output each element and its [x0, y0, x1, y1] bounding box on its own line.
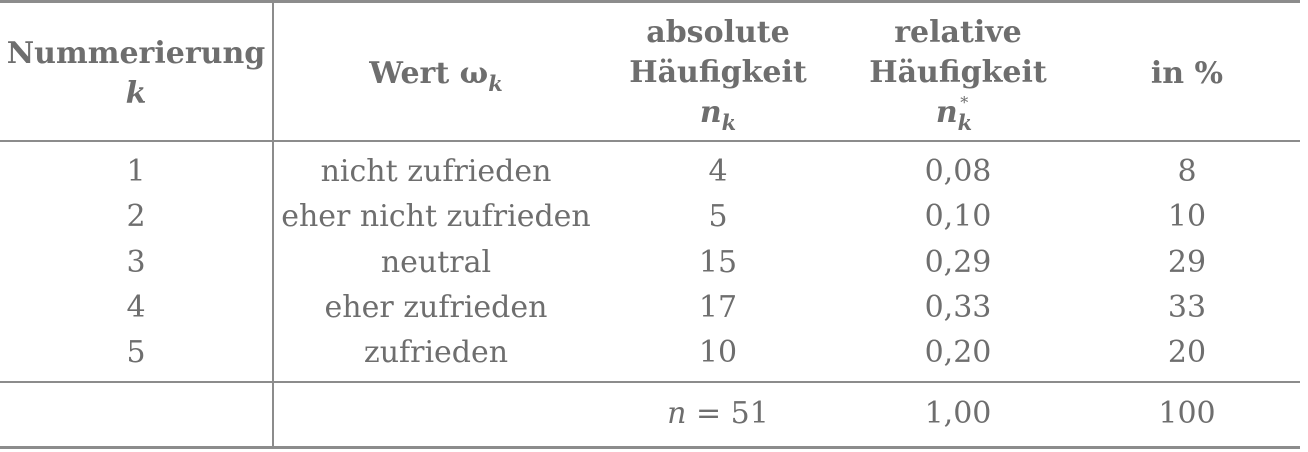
cell-relative: 0,10 [924, 199, 992, 234]
cell-k: 4 [126, 290, 146, 325]
total-percent: 100 [1158, 396, 1216, 431]
totals-rule [0, 381, 1300, 383]
cell-relative: 0,08 [924, 154, 992, 189]
header-relative-label: relative [894, 15, 1022, 50]
cell-k: 1 [126, 154, 146, 189]
total-n: n = 51 [598, 391, 838, 436]
cell-absolute: 5 [708, 199, 728, 234]
header-relative-label-2: Häufigkeit [869, 55, 1047, 90]
column-divider [272, 3, 274, 446]
header-relative-symbol: n [935, 95, 958, 130]
header-absolute-symbol: n [699, 95, 722, 130]
header-relative-superscript: * [960, 93, 969, 112]
cell-percent: 8 [1177, 154, 1197, 189]
header-value-label: Wert ω [369, 56, 489, 91]
cell-k: 5 [126, 335, 146, 370]
header-numbering: Nummerierung k [0, 34, 272, 114]
cell-value: neutral [380, 245, 492, 280]
cell-percent: 20 [1167, 335, 1207, 370]
header-numbering-label: Nummerierung [6, 36, 266, 71]
cell-relative: 0,33 [924, 290, 992, 325]
cell-k: 2 [126, 199, 146, 234]
cell-value: nicht zufrieden [320, 154, 552, 189]
cell-absolute: 4 [708, 154, 728, 189]
header-value-subscript: k [488, 71, 503, 96]
total-n-value: = 51 [686, 396, 769, 431]
cell-percent: 33 [1167, 290, 1207, 325]
cell-relative: 0,29 [924, 245, 992, 280]
top-rule [0, 0, 1300, 3]
header-absolute-subscript: k [721, 110, 737, 135]
cell-relative: 0,20 [924, 335, 992, 370]
cell-value: eher nicht zufrieden [281, 199, 591, 234]
cell-value: zufrieden [363, 335, 509, 370]
cell-absolute: 15 [698, 245, 738, 280]
bottom-rule [0, 446, 1300, 449]
cell-percent: 10 [1167, 199, 1207, 234]
total-relative: 1,00 [924, 396, 992, 431]
header-percent-label: in % [1150, 56, 1224, 91]
cell-value: eher zufrieden [324, 290, 548, 325]
header-absolute-label-2: Häufigkeit [629, 55, 807, 90]
cell-absolute: 10 [698, 335, 738, 370]
cell-absolute: 17 [698, 290, 738, 325]
header-numbering-symbol: k [125, 76, 147, 111]
header-value: Wert ωk [274, 54, 598, 96]
cell-k: 3 [126, 245, 146, 280]
total-n-symbol: n [667, 396, 687, 431]
header-absolute-label: absolute [646, 15, 790, 50]
cell-percent: 29 [1167, 245, 1207, 280]
header-rule [0, 140, 1300, 142]
header-absolute-frequency: absolute Häufigkeit nk [598, 13, 838, 135]
header-percent: in % [1078, 54, 1296, 94]
header-relative-frequency: relative Häufigkeit nk* [838, 13, 1078, 137]
header-relative-subscript: k [957, 110, 973, 135]
